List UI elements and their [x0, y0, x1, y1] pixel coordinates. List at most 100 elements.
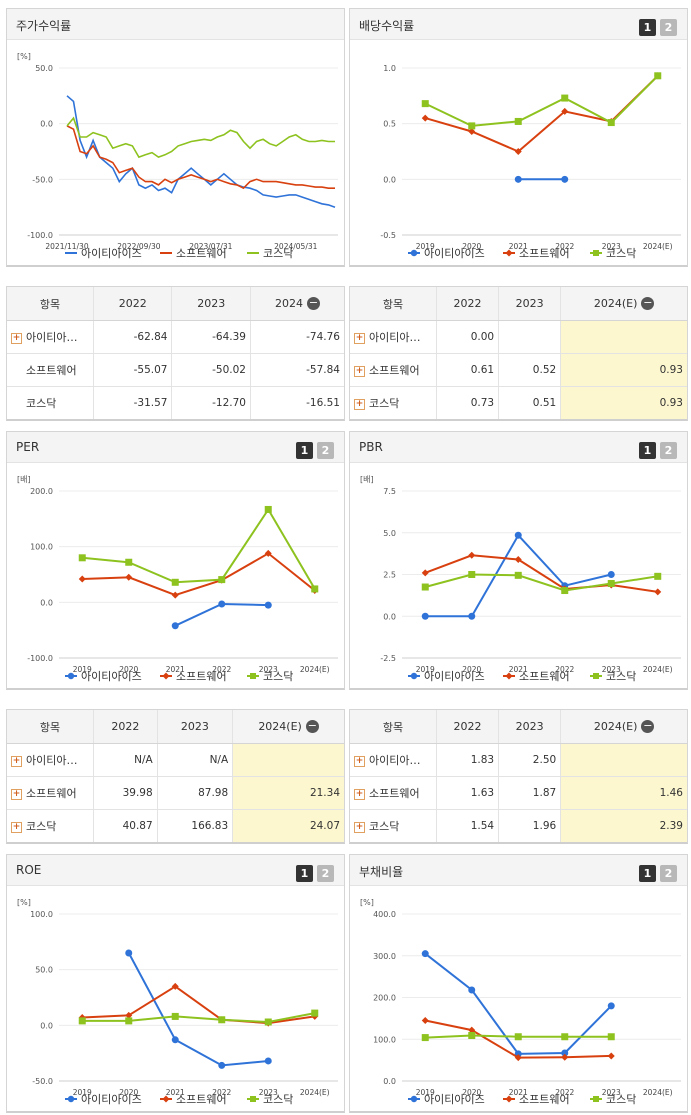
data-point[interactable] — [125, 1011, 133, 1019]
expand-plus-icon[interactable]: + — [354, 365, 365, 377]
data-point[interactable] — [421, 1016, 429, 1024]
data-point[interactable] — [654, 588, 662, 596]
row-label[interactable]: + 소프트웨어 — [7, 776, 94, 810]
data-point[interactable] — [421, 950, 429, 958]
data-point[interactable] — [264, 549, 272, 557]
data-point[interactable] — [514, 148, 522, 155]
data-point[interactable] — [171, 1012, 179, 1020]
row-label[interactable]: + 코스닥 — [7, 810, 94, 843]
data-point[interactable] — [218, 1061, 226, 1069]
expand-plus-icon[interactable]: + — [354, 821, 365, 833]
data-point[interactable] — [468, 1026, 476, 1034]
data-point[interactable] — [421, 100, 429, 108]
row-label[interactable]: + 코스닥 — [350, 810, 437, 843]
data-point[interactable] — [607, 1033, 615, 1041]
data-point[interactable] — [78, 575, 86, 583]
tab-2[interactable]: 2 — [317, 865, 334, 882]
data-point[interactable] — [514, 1033, 522, 1041]
data-point[interactable] — [514, 571, 522, 579]
data-point[interactable] — [78, 554, 86, 562]
data-point[interactable] — [514, 1054, 522, 1062]
tab-2[interactable]: 2 — [660, 865, 677, 882]
data-point[interactable] — [171, 1036, 179, 1044]
data-point[interactable] — [561, 1033, 569, 1041]
data-point[interactable] — [421, 612, 429, 620]
data-point[interactable] — [171, 591, 179, 599]
tab-2[interactable]: 2 — [317, 442, 334, 459]
data-point[interactable] — [468, 551, 476, 559]
row-label[interactable]: + 아이티아… — [350, 320, 437, 354]
data-point[interactable] — [264, 1018, 272, 1026]
data-point[interactable] — [607, 580, 615, 588]
tab-2[interactable]: 2 — [660, 442, 677, 459]
row-label[interactable]: + 아이티아… — [350, 743, 437, 777]
collapse-icon[interactable]: − — [305, 719, 319, 734]
data-point[interactable] — [607, 571, 615, 578]
tab-2[interactable]: 2 — [660, 19, 677, 36]
data-point[interactable] — [125, 949, 133, 957]
expand-plus-icon[interactable]: + — [354, 788, 365, 800]
data-point[interactable] — [514, 555, 522, 563]
tab-1[interactable]: 1 — [639, 442, 656, 459]
expand-plus-icon[interactable]: + — [11, 788, 22, 800]
data-point[interactable] — [125, 1017, 133, 1025]
data-point[interactable] — [264, 601, 272, 609]
data-point[interactable] — [171, 982, 179, 990]
data-point[interactable] — [311, 1009, 319, 1017]
tab-1[interactable]: 1 — [296, 865, 313, 882]
data-point[interactable] — [125, 573, 133, 581]
data-point[interactable] — [654, 72, 662, 80]
expand-plus-icon[interactable]: + — [11, 332, 22, 344]
expand-plus-icon[interactable]: + — [354, 332, 365, 344]
tab-1[interactable]: 1 — [639, 865, 656, 882]
data-point[interactable] — [468, 1031, 476, 1039]
data-point[interactable] — [561, 1049, 569, 1057]
data-point[interactable] — [561, 107, 569, 115]
data-point[interactable] — [264, 1057, 272, 1065]
data-point[interactable] — [311, 585, 319, 593]
data-point[interactable] — [468, 612, 476, 620]
row-label[interactable]: + 코스닥 — [350, 387, 437, 420]
expand-plus-icon[interactable]: + — [11, 821, 22, 833]
data-point[interactable] — [171, 622, 179, 630]
data-point[interactable] — [514, 175, 522, 183]
collapse-icon[interactable]: − — [306, 296, 320, 311]
row-label[interactable]: + 소프트웨어 — [350, 776, 437, 810]
data-point[interactable] — [468, 122, 476, 130]
row-label[interactable]: + 아이티아… — [7, 743, 94, 777]
data-point[interactable] — [218, 1016, 226, 1024]
data-point[interactable] — [561, 1053, 569, 1061]
data-point[interactable] — [468, 571, 476, 578]
expand-plus-icon[interactable]: + — [11, 755, 22, 767]
data-point[interactable] — [561, 175, 569, 183]
tab-1[interactable]: 1 — [296, 442, 313, 459]
data-point[interactable] — [264, 505, 272, 513]
data-point[interactable] — [421, 583, 429, 591]
data-point[interactable] — [421, 114, 429, 122]
row-label[interactable]: + 아이티아… — [7, 320, 94, 354]
data-point[interactable] — [78, 1017, 86, 1025]
data-point[interactable] — [514, 117, 522, 125]
collapse-icon[interactable]: − — [641, 719, 655, 734]
data-point[interactable] — [561, 587, 569, 595]
row-label[interactable]: + 소프트웨어 — [350, 353, 437, 387]
data-point[interactable] — [218, 576, 226, 584]
data-point[interactable] — [514, 531, 522, 539]
table-cell: 40.87 — [93, 809, 158, 842]
data-point[interactable] — [421, 1034, 429, 1042]
data-point[interactable] — [654, 572, 662, 580]
data-point[interactable] — [125, 558, 133, 566]
data-point[interactable] — [607, 1052, 615, 1060]
data-point[interactable] — [607, 119, 615, 127]
tab-1[interactable]: 1 — [639, 19, 656, 36]
expand-plus-icon[interactable]: + — [354, 755, 365, 767]
collapse-icon[interactable]: − — [641, 296, 655, 311]
data-point[interactable] — [421, 569, 429, 577]
data-point[interactable] — [171, 578, 179, 586]
data-point[interactable] — [561, 94, 569, 102]
expand-plus-icon[interactable]: + — [354, 398, 365, 410]
data-point[interactable] — [607, 1002, 615, 1010]
row-label-text: 코스닥 — [26, 820, 57, 833]
data-point[interactable] — [218, 600, 226, 608]
data-point[interactable] — [468, 986, 476, 994]
